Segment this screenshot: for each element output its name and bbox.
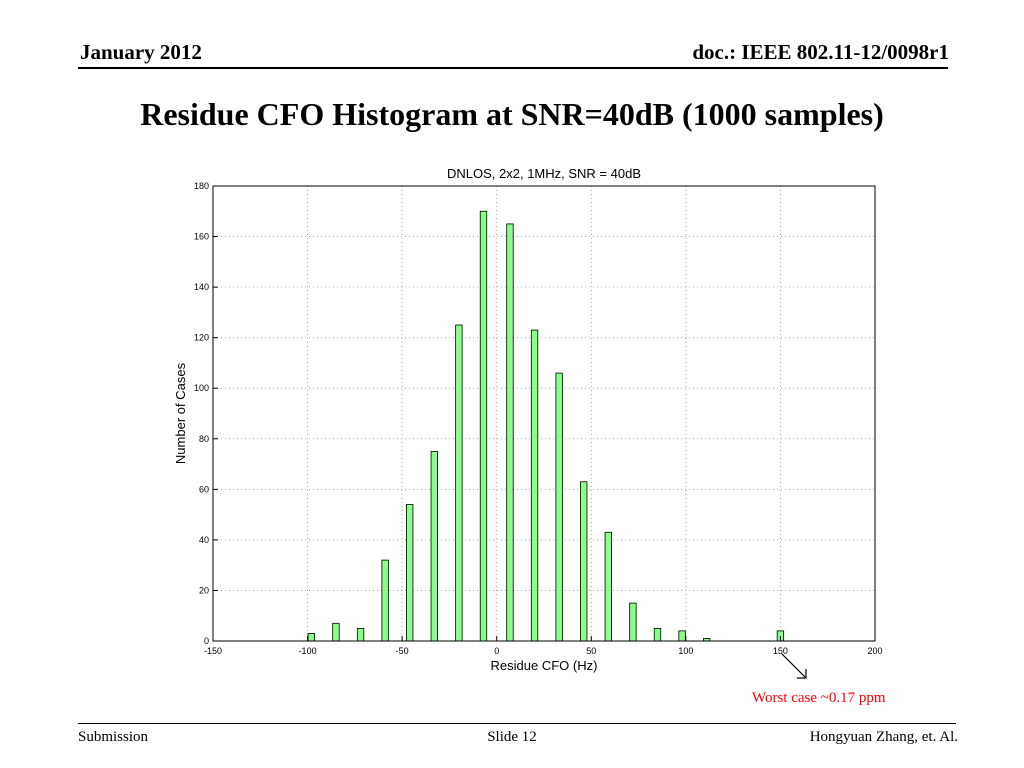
x-axis-label: Residue CFO (Hz) [491, 658, 598, 673]
histogram-bar [506, 223, 514, 642]
histogram-bar [455, 324, 463, 642]
histogram-bar [604, 531, 612, 642]
x-tick-label: -100 [299, 646, 317, 656]
histogram-bar [629, 602, 637, 642]
footer-submission: Submission [78, 729, 149, 745]
x-tick-label: 0 [494, 646, 499, 656]
histogram-bar [406, 504, 414, 642]
histogram-bar [479, 210, 488, 642]
axis-ticks: -150 -100 -50 0 50 100 150 200 0 20 40 60 80 100 120 14… [194, 181, 883, 656]
histogram-bar [555, 372, 563, 642]
histogram-chart: -150 -100 -50 0 50 100 150 200 0 20 40 60 80 100 120 14… [173, 166, 883, 673]
histogram-bar [332, 622, 340, 642]
histogram-bar [678, 630, 686, 642]
worst-case-annotation: Worst case ~0.17 ppm [752, 690, 886, 706]
bars [307, 210, 785, 642]
y-tick-label: 20 [199, 585, 209, 595]
y-axis-label: Number of Cases [173, 362, 188, 464]
y-tick-label: 160 [194, 232, 209, 242]
chart-container: -150 -100 -50 0 50 100 150 200 0 20 40 60 80 100 120 14… [160, 158, 900, 678]
footer-author: Hongyuan Zhang, et. Al. [809, 729, 958, 745]
y-tick-label: 140 [194, 282, 209, 292]
histogram-bar [530, 329, 539, 642]
x-tick-label: -150 [204, 646, 222, 656]
plot-frame [212, 185, 876, 642]
x-tick-label: 50 [586, 646, 596, 656]
histogram-bar [653, 627, 662, 642]
header-doc-id: doc.: IEEE 802.11-12/0098r1 [692, 40, 949, 64]
histogram-bar [307, 633, 316, 642]
y-tick-label: 120 [194, 333, 209, 343]
y-tick-label: 40 [199, 535, 209, 545]
y-tick-label: 180 [194, 181, 209, 191]
grid-lines [213, 186, 875, 641]
y-tick-label: 80 [199, 434, 209, 444]
footer-slide-number: Slide 12 [487, 729, 537, 745]
histogram-bar [580, 481, 588, 642]
footer-divider [78, 723, 956, 724]
header-date: January 2012 [80, 40, 202, 64]
x-tick-label: 200 [867, 646, 882, 656]
slide-title: Residue CFO Histogram at SNR=40dB (1000 … [140, 96, 884, 132]
y-tick-label: 60 [199, 484, 209, 494]
chart-title: DNLOS, 2x2, 1MHz, SNR = 40dB [447, 166, 641, 181]
y-tick-label: 100 [194, 383, 209, 393]
histogram-bar [381, 559, 389, 642]
x-tick-label: 100 [678, 646, 693, 656]
histogram-bar [430, 451, 438, 642]
x-tick-label: 150 [773, 646, 788, 656]
histogram-bar [356, 627, 365, 642]
y-tick-label: 0 [204, 636, 209, 646]
header-divider [78, 67, 948, 69]
annotation-arrow-icon [781, 653, 807, 679]
x-tick-label: -50 [396, 646, 409, 656]
